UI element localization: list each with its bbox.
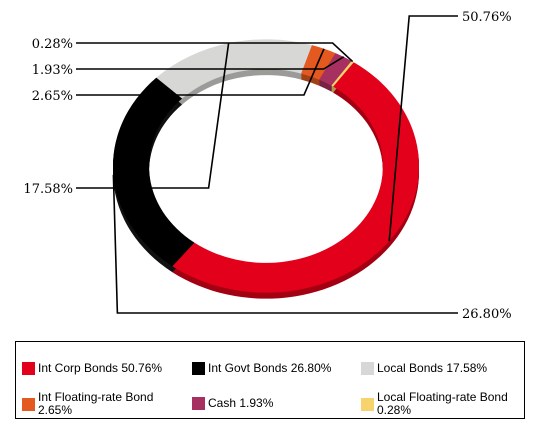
callout-line-local-floating-rate-bond [76, 42, 354, 63]
legend-swatch [192, 397, 205, 410]
legend-item-int-govt-bonds: Int Govt Bonds 26.80% [192, 362, 331, 375]
slice-int-govt-bonds [112, 77, 195, 267]
legend-swatch [361, 397, 374, 411]
legend-label: Local Floating-rate Bond 0.28% [377, 390, 508, 417]
donut-chart: 50.76% 26.80% 17.58% 2.65% 1.93% 0.28% [23, 10, 511, 322]
legend-swatch [192, 362, 205, 375]
callout-label-local-bonds: 17.58% [23, 182, 73, 197]
slice-cash [319, 53, 352, 86]
legend-swatch [22, 397, 35, 411]
chart-legend: Int Corp Bonds 50.76% Int Govt Bonds 26.… [15, 341, 525, 419]
callout-label-int-corp-bonds: 50.76% [462, 10, 512, 25]
legend-item-cash: Cash 1.93% [192, 397, 273, 410]
slice-int-corp-bonds [172, 62, 420, 293]
legend-label: Local Bonds 17.58% [377, 361, 488, 375]
legend-label: Int Corp Bonds 50.76% [38, 361, 163, 375]
callout-line-cash [76, 56, 345, 70]
legend-item-int-corp-bonds: Int Corp Bonds 50.76% [22, 362, 162, 375]
donut-chart-svg: 50.76% 26.80% 17.58% 2.65% 1.93% 0.28% [23, 10, 511, 322]
legend-swatch [361, 362, 374, 375]
callout-line-int-govt-bonds [112, 174, 458, 314]
donut-slices [112, 39, 420, 293]
legend-swatch [22, 362, 35, 375]
legend-label: Cash 1.93% [208, 396, 274, 410]
callout-line-int-floating-rate-bond [76, 48, 325, 96]
callout-line-int-corp-bonds [388, 15, 458, 242]
legend-item-local-floating-rate-bond: Local Floating-rate Bond 0.28% [361, 391, 521, 417]
legend-item-int-floating-rate-bond: Int Floating-rate Bond 2.65% [22, 391, 182, 417]
callout-label-int-govt-bonds: 26.80% [462, 307, 512, 322]
legend-item-local-bonds: Local Bonds 17.58% [361, 362, 487, 375]
legend-label: Int Govt Bonds 26.80% [208, 361, 332, 375]
callout-line-local-bonds [76, 43, 230, 189]
callout-label-int-floating-rate-bond: 2.65% [32, 89, 73, 104]
callout-label-local-floating-rate-bond: 0.28% [32, 37, 73, 52]
callout-label-cash: 1.93% [32, 63, 73, 78]
donut-callouts: 50.76% 26.80% 17.58% 2.65% 1.93% 0.28% [23, 10, 511, 322]
legend-label: Int Floating-rate Bond 2.65% [38, 390, 154, 417]
slice-local-floating-rate-bond [331, 60, 354, 87]
